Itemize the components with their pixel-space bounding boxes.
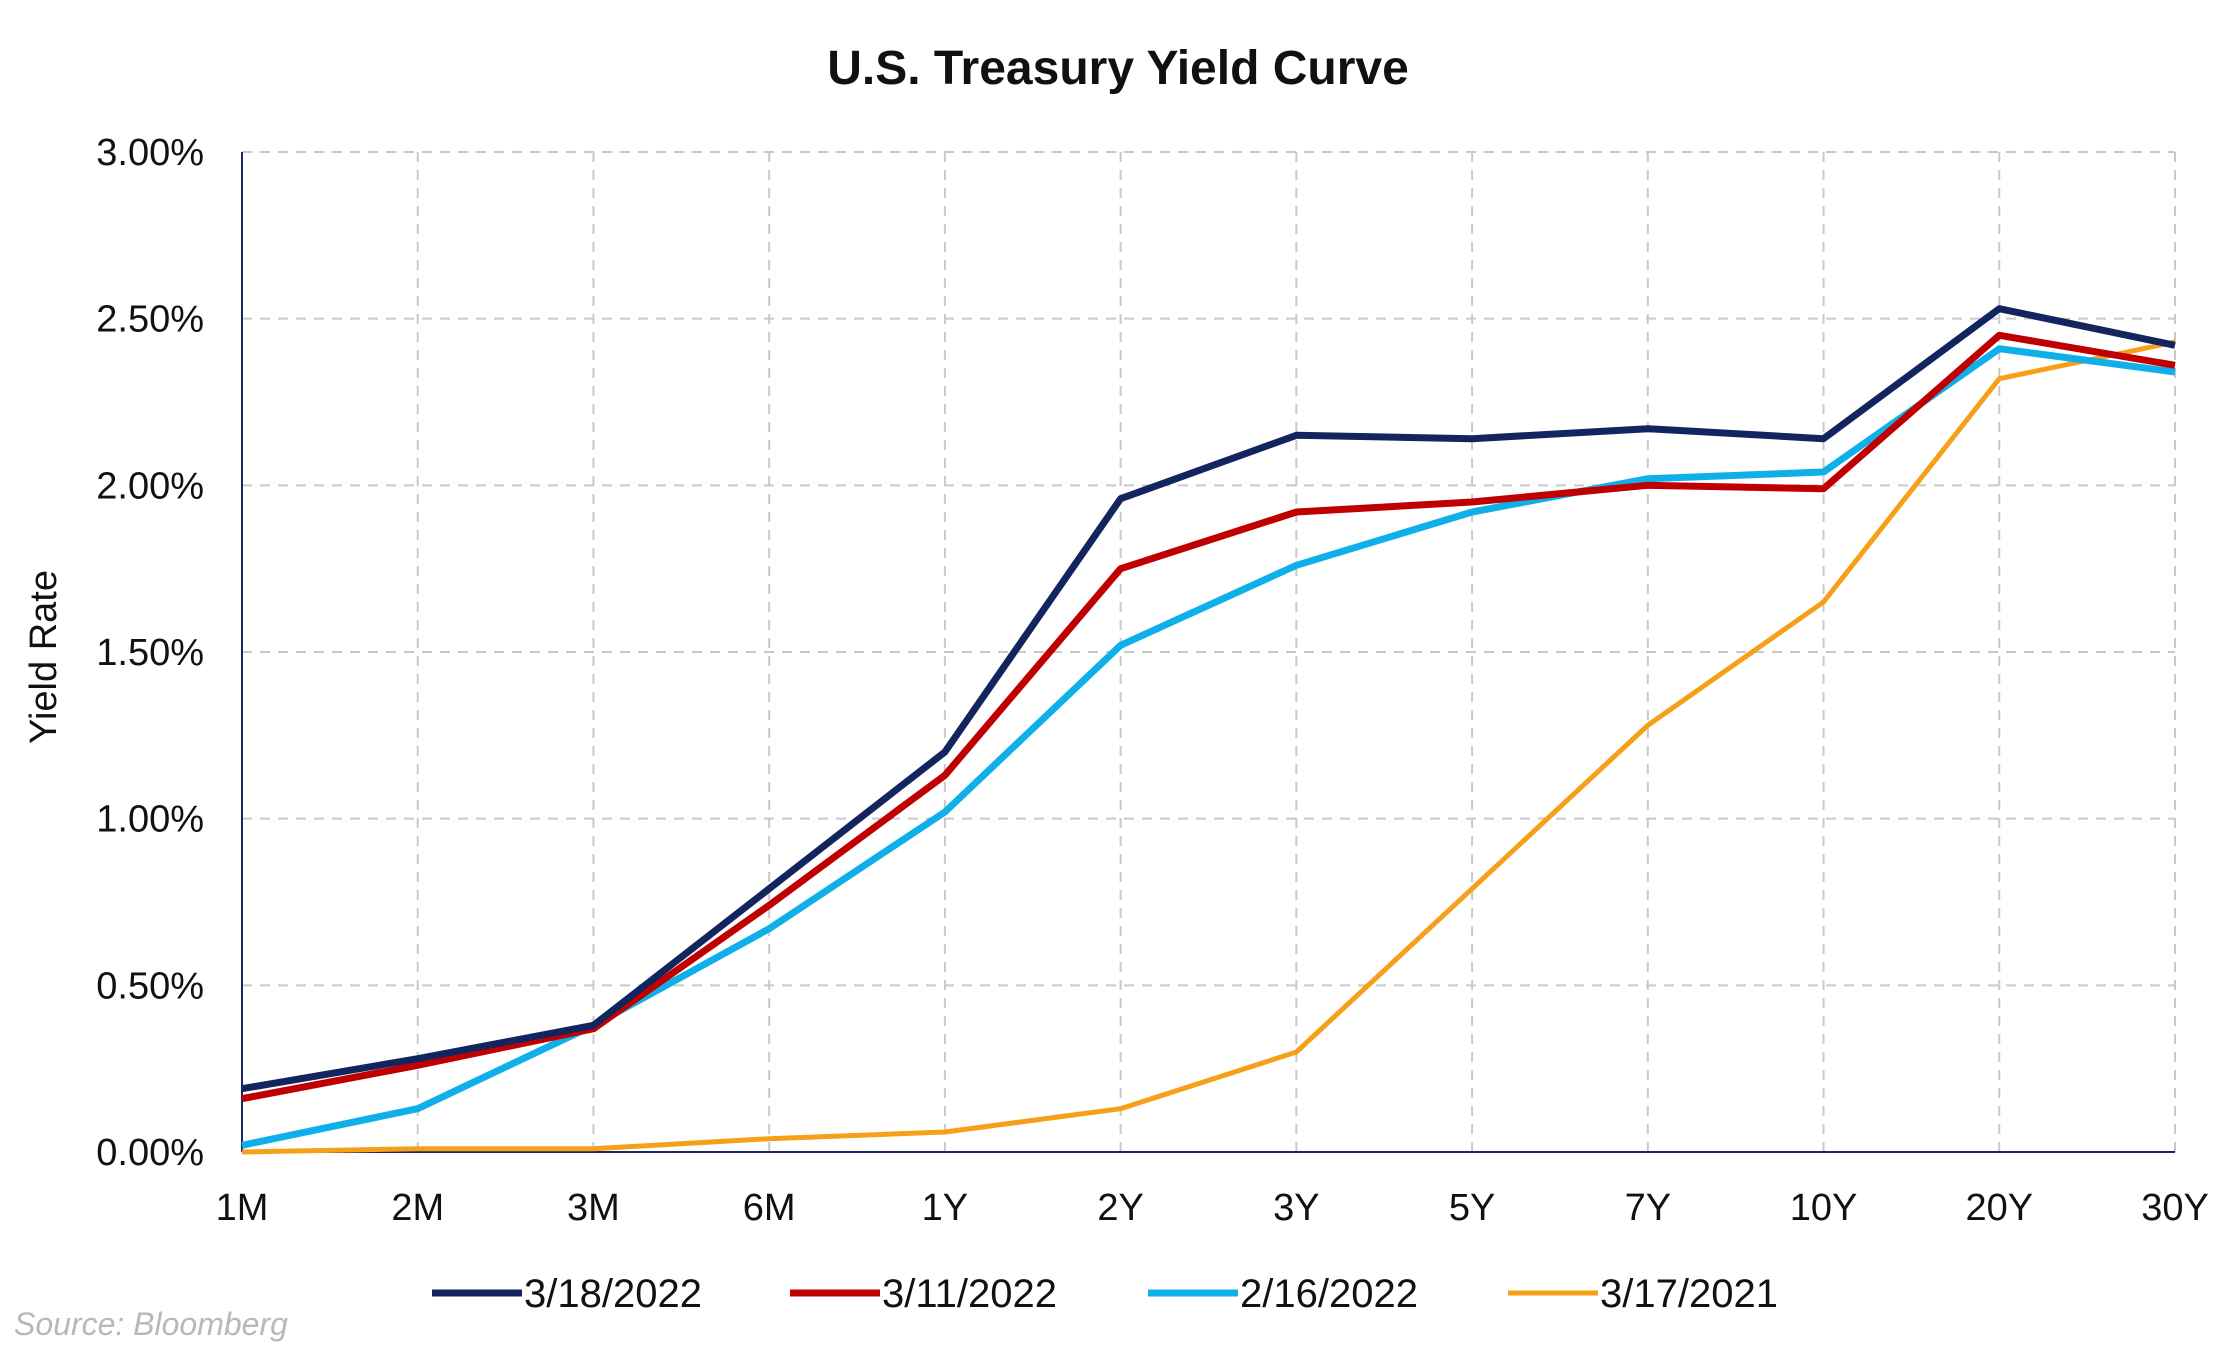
y-tick-label: 3.00%	[96, 132, 204, 174]
grid-lines	[242, 151, 2176, 1152]
x-tick-label: 30Y	[2141, 1187, 2209, 1229]
x-tick-label: 20Y	[1965, 1187, 2033, 1229]
axes	[241, 152, 2175, 1153]
series-line-3-11-2022	[241, 331, 2176, 1103]
y-tick-label: 1.50%	[96, 632, 204, 674]
y-axis-title: Yield Rate	[23, 570, 65, 744]
x-tick-label: 5Y	[1449, 1187, 1495, 1229]
y-tick-label: 0.00%	[96, 1132, 204, 1174]
y-tick-label: 2.00%	[96, 465, 204, 507]
x-tick-label: 1M	[216, 1187, 269, 1229]
x-tick-label: 1Y	[922, 1187, 968, 1229]
x-tick-label: 7Y	[1625, 1187, 1671, 1229]
x-tick-label: 10Y	[1790, 1187, 1858, 1229]
legend-label: 3/18/2022	[524, 1272, 702, 1316]
y-tick-label: 0.50%	[96, 965, 204, 1007]
legend-label: 3/11/2022	[882, 1272, 1057, 1316]
series-line-2-16-2022	[241, 345, 2176, 1149]
x-tick-labels: 1M 2M 3M 6M 1Y 2Y 3Y 5Y 7Y 10Y 20Y 30Y	[216, 1187, 2209, 1229]
x-tick-label: 3M	[567, 1187, 620, 1229]
y-tick-label: 1.00%	[96, 799, 204, 841]
series-line-3-17-2021	[241, 339, 2176, 1155]
y-tick-labels: 0.00% 0.50% 1.00% 1.50% 2.00% 2.50% 3.00%	[96, 132, 204, 1174]
legend: 3/18/2022 3/11/2022 2/16/2022 3/17/2021	[432, 1272, 1778, 1316]
x-tick-label: 6M	[743, 1187, 796, 1229]
legend-label: 2/16/2022	[1240, 1272, 1418, 1316]
source-note: Source: Bloomberg	[14, 1306, 288, 1342]
legend-label: 3/17/2021	[1600, 1272, 1778, 1316]
y-tick-label: 2.50%	[96, 299, 204, 341]
chart-title: U.S. Treasury Yield Curve	[827, 42, 1409, 95]
x-tick-label: 3Y	[1273, 1187, 1319, 1229]
x-tick-label: 2M	[391, 1187, 444, 1229]
series-lines	[241, 305, 2176, 1155]
series-line-3-18-2022	[241, 305, 2176, 1093]
x-tick-label: 2Y	[1097, 1187, 1143, 1229]
